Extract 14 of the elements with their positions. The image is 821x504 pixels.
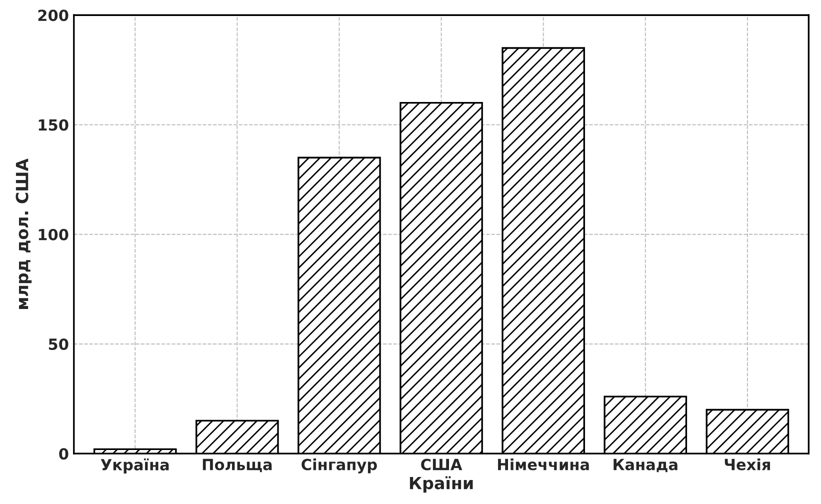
y-tick-label: 200 (38, 10, 68, 22)
y-tick-label: 0 (59, 448, 68, 460)
y-tick-label: 100 (38, 228, 68, 240)
x-tick-label: Україна (100, 458, 169, 474)
x-tick-label: Чехія (724, 458, 770, 470)
x-tick-label: Польща (202, 458, 272, 472)
x-axis-title: Країни (410, 476, 473, 493)
x-tick-label: Канада (614, 458, 678, 472)
x-tick-label: США (421, 458, 462, 470)
y-tick-label: 150 (38, 119, 68, 131)
x-tick-label: Німеччина (498, 458, 589, 470)
x-tick-label: Сінгапур (302, 458, 377, 474)
y-tick-label: 50 (48, 338, 68, 350)
y-axis-title: млрд дол. США (16, 158, 32, 309)
